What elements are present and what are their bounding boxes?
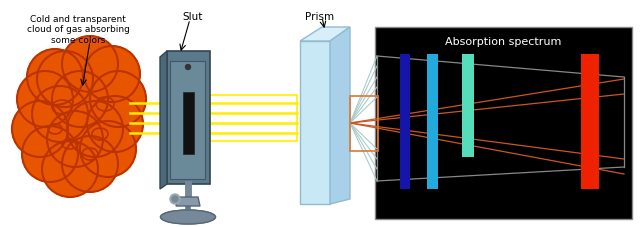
- Circle shape: [170, 194, 180, 204]
- Polygon shape: [167, 52, 210, 184]
- Bar: [375, 28, 632, 219]
- Circle shape: [84, 47, 140, 103]
- Circle shape: [52, 72, 108, 127]
- Text: Cold and transparent
cloud of gas absorbing
some colors: Cold and transparent cloud of gas absorb…: [27, 15, 129, 44]
- Bar: [462, 55, 474, 157]
- Polygon shape: [300, 42, 330, 204]
- Circle shape: [27, 50, 83, 106]
- Text: Absorption spectrum: Absorption spectrum: [445, 37, 562, 47]
- Circle shape: [42, 141, 98, 197]
- Bar: [581, 55, 599, 189]
- Circle shape: [67, 101, 123, 157]
- Circle shape: [87, 96, 143, 152]
- Bar: [427, 55, 438, 189]
- Polygon shape: [330, 28, 350, 204]
- Circle shape: [186, 65, 191, 70]
- Bar: [400, 55, 410, 189]
- Bar: [210, 96, 297, 141]
- Bar: [350, 96, 378, 151]
- Circle shape: [172, 196, 178, 202]
- Circle shape: [12, 101, 68, 157]
- Circle shape: [22, 126, 78, 182]
- Text: Prism: Prism: [305, 12, 335, 22]
- Polygon shape: [300, 28, 350, 42]
- Polygon shape: [160, 52, 167, 189]
- Polygon shape: [176, 197, 200, 206]
- Bar: [170, 62, 205, 179]
- Circle shape: [32, 87, 88, 142]
- Circle shape: [47, 111, 103, 167]
- Circle shape: [62, 37, 118, 93]
- Circle shape: [17, 72, 73, 127]
- Text: Slut: Slut: [183, 12, 203, 22]
- Circle shape: [62, 136, 118, 192]
- Circle shape: [37, 52, 93, 108]
- Ellipse shape: [161, 210, 216, 224]
- Circle shape: [80, 121, 136, 177]
- Bar: [183, 93, 194, 154]
- Circle shape: [90, 72, 146, 127]
